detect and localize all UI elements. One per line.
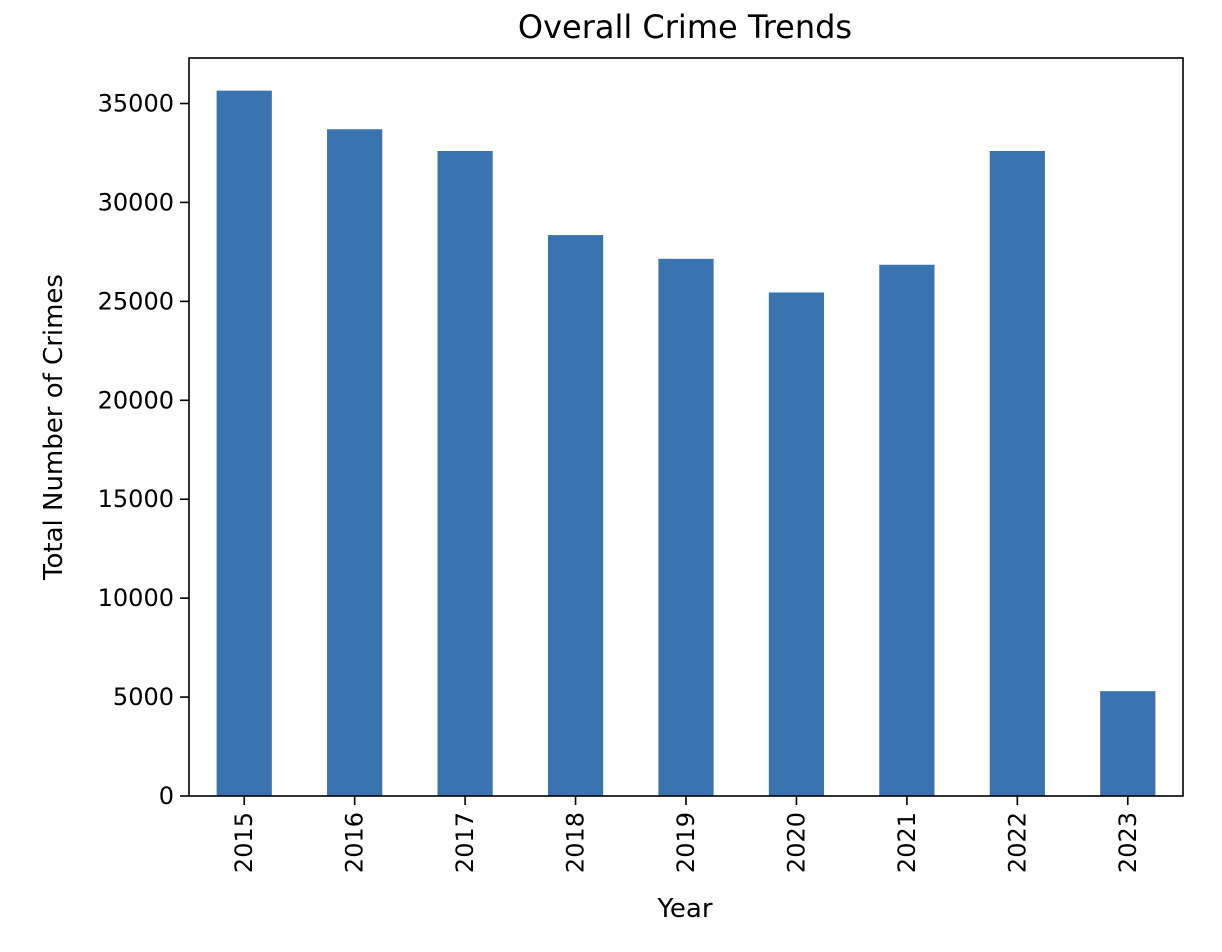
x-axis-ticks: 2015 2016 2017 2018 2019 2020 2021 2022 2023	[230, 796, 1142, 873]
bar-2019	[658, 258, 714, 796]
bar-2022	[989, 150, 1045, 797]
x-tick-label: 2019	[672, 812, 700, 873]
bar-2020	[768, 292, 825, 796]
y-tick-label: 0	[159, 782, 174, 810]
y-axis-label: Total Number of Crimes	[39, 274, 69, 581]
x-tick-label: 2020	[782, 812, 810, 873]
x-tick-label: 2022	[1003, 812, 1031, 873]
x-tick-label: 2017	[451, 812, 479, 873]
y-tick-label: 20000	[98, 386, 174, 414]
bar-2021	[879, 264, 935, 796]
x-tick-label: 2018	[562, 812, 590, 873]
y-tick-label: 10000	[98, 584, 174, 612]
y-tick-label: 35000	[98, 90, 174, 118]
x-tick-label: 2016	[341, 812, 369, 873]
bar-2016	[327, 129, 383, 796]
y-tick-label: 25000	[98, 287, 174, 315]
x-axis-label: Year	[656, 894, 712, 924]
plot-area-frame	[188, 57, 1184, 797]
y-tick-label: 30000	[98, 188, 174, 216]
x-tick-label: 2015	[230, 812, 258, 873]
chart-title: Overall Crime Trends	[518, 8, 852, 46]
bar-2018	[547, 235, 604, 796]
y-tick-label: 5000	[113, 683, 174, 711]
bar-2017	[437, 150, 493, 797]
y-tick-label: 15000	[98, 485, 174, 513]
x-tick-label: 2023	[1114, 812, 1142, 873]
bar-2015	[216, 90, 272, 796]
y-axis-ticks: 0 5000 10000 15000 20000 25000 30000 35000	[98, 90, 189, 810]
bar-2023	[1100, 691, 1156, 796]
bars-group	[216, 90, 1156, 797]
x-tick-label: 2021	[893, 812, 921, 873]
